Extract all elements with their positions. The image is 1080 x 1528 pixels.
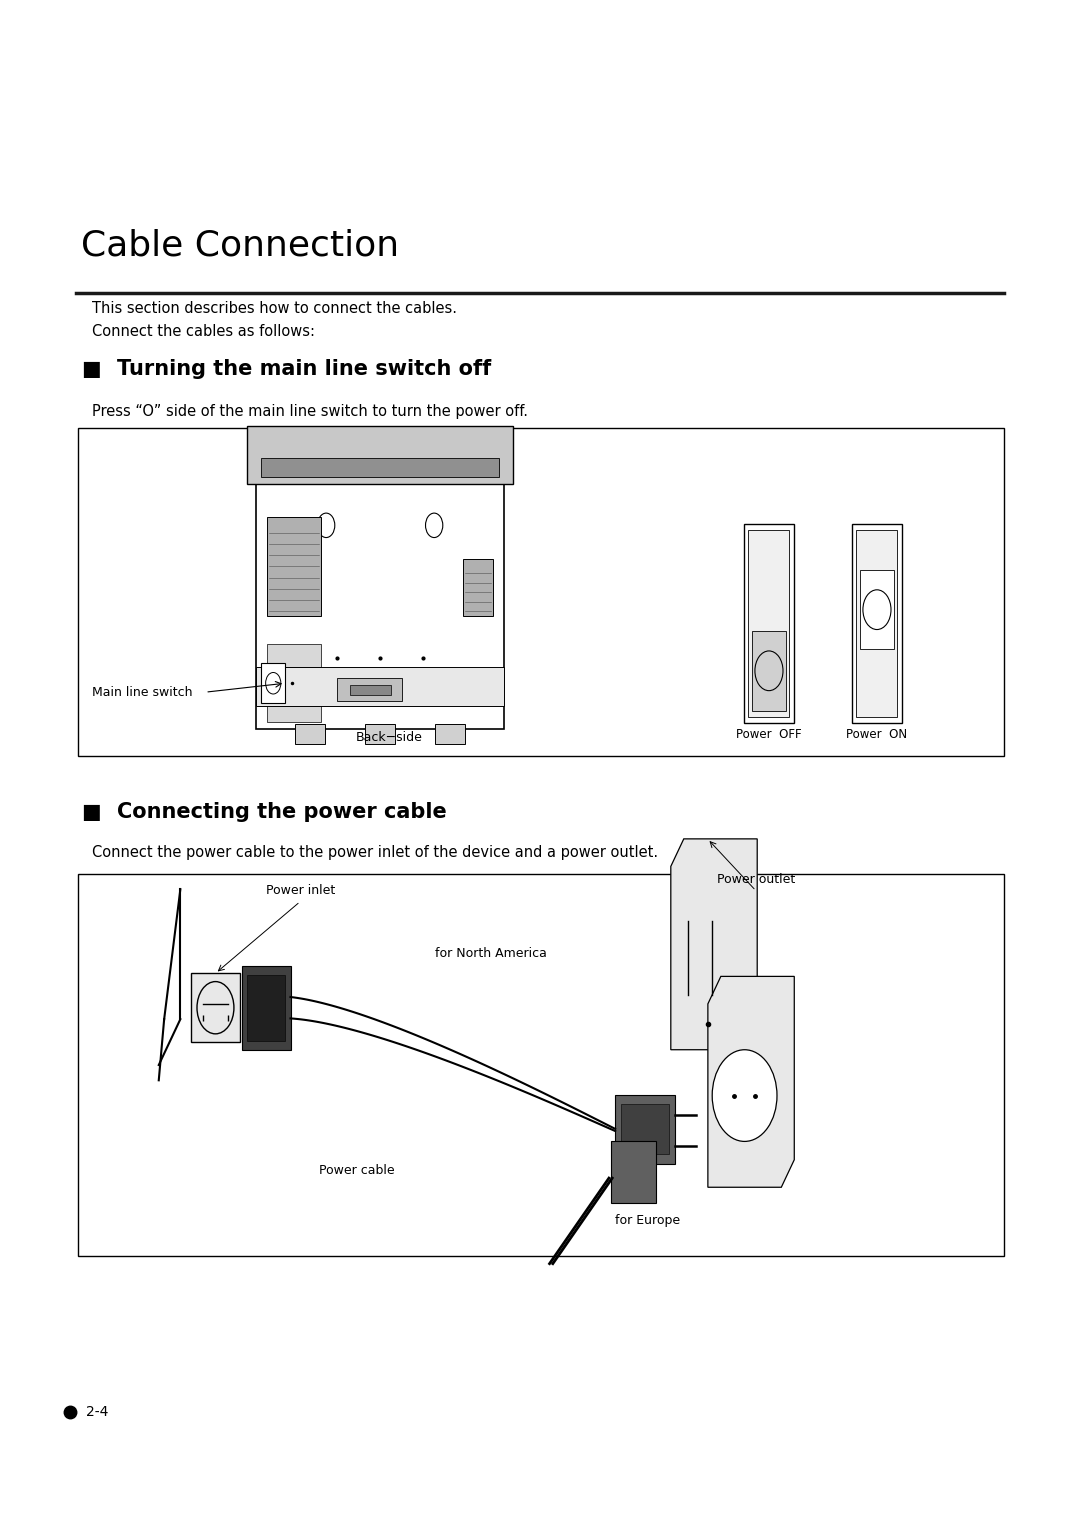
Bar (621, 1103, 670, 1155)
Text: Connect the cables as follows:: Connect the cables as follows: (92, 324, 314, 339)
Bar (616, 1094, 675, 1164)
Text: Connecting the power cable: Connecting the power cable (117, 802, 446, 822)
Text: for North America: for North America (435, 946, 548, 960)
Text: Power outlet: Power outlet (717, 872, 795, 886)
Bar (78, 428, 1004, 756)
Bar (365, 724, 395, 744)
Bar (295, 724, 325, 744)
Bar (191, 973, 240, 1042)
Bar (267, 698, 322, 721)
Bar (267, 671, 322, 694)
Circle shape (712, 1050, 777, 1141)
Bar (247, 975, 285, 1041)
Bar (247, 426, 513, 484)
Bar (78, 874, 1004, 1256)
Text: for Europe: for Europe (616, 1213, 680, 1227)
Bar (267, 643, 322, 666)
Bar (744, 524, 794, 723)
Bar (463, 559, 494, 616)
Bar (261, 458, 499, 477)
Polygon shape (671, 839, 757, 1050)
Text: ■: ■ (81, 802, 100, 822)
Text: Connect the power cable to the power inlet of the device and a power outlet.: Connect the power cable to the power inl… (92, 845, 658, 860)
Text: 2-4: 2-4 (86, 1404, 111, 1420)
Polygon shape (707, 976, 794, 1187)
Bar (350, 685, 391, 695)
Bar (860, 570, 894, 649)
Text: Back−side: Back−side (355, 730, 422, 744)
Text: This section describes how to connect the cables.: This section describes how to connect th… (92, 301, 457, 316)
Bar (337, 678, 402, 700)
Text: Press “O” side of the main line switch to turn the power off.: Press “O” side of the main line switch t… (92, 403, 528, 419)
Text: Turning the main line switch off: Turning the main line switch off (117, 359, 491, 379)
Text: ■: ■ (81, 359, 100, 379)
Text: Power inlet: Power inlet (266, 883, 335, 897)
Bar (267, 516, 322, 616)
Bar (261, 663, 285, 703)
Text: Power  OFF: Power OFF (737, 727, 801, 741)
Bar (256, 666, 504, 706)
Text: Power  ON: Power ON (847, 727, 907, 741)
Text: 2-4: 2-4 (86, 1404, 109, 1420)
Text: Main line switch: Main line switch (92, 686, 192, 698)
Bar (256, 446, 504, 729)
Text: Power cable: Power cable (319, 1163, 394, 1177)
Bar (752, 631, 786, 711)
Bar (242, 966, 291, 1050)
Bar (856, 530, 897, 717)
Text: Cable Connection: Cable Connection (81, 229, 400, 263)
Bar (748, 530, 789, 717)
Bar (852, 524, 902, 723)
Bar (435, 724, 465, 744)
Bar (610, 1141, 656, 1203)
